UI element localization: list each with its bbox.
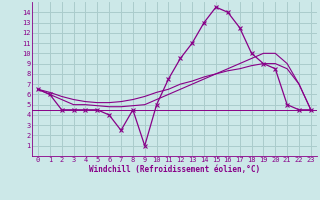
X-axis label: Windchill (Refroidissement éolien,°C): Windchill (Refroidissement éolien,°C) — [89, 165, 260, 174]
